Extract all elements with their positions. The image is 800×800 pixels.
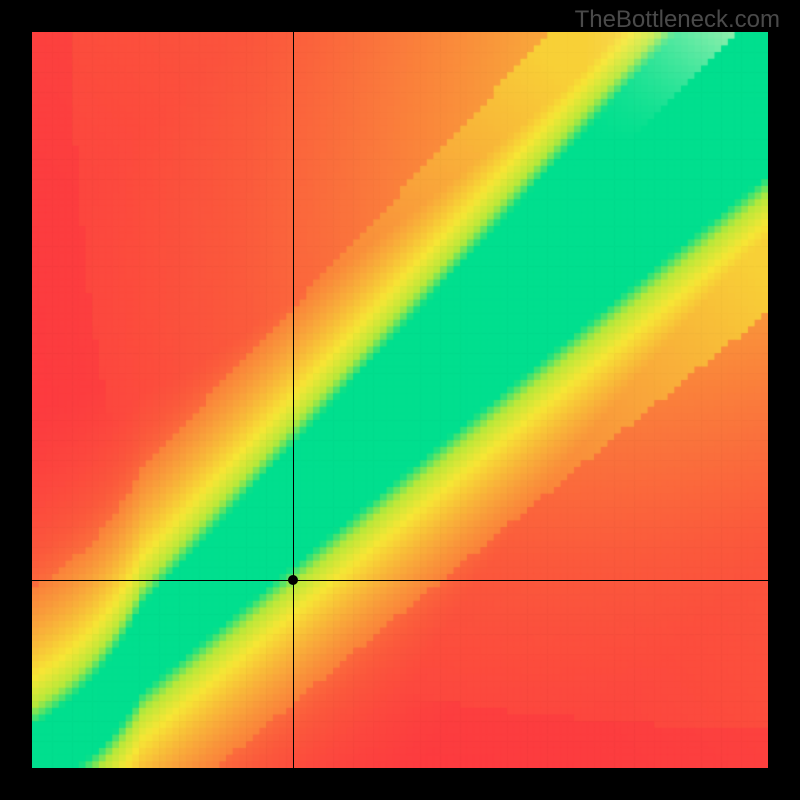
watermark-label: TheBottleneck.com bbox=[575, 6, 780, 34]
crosshair-vertical bbox=[293, 32, 294, 768]
heatmap-canvas bbox=[32, 32, 768, 768]
plot-area bbox=[32, 32, 768, 768]
marker-dot bbox=[288, 575, 298, 585]
chart-container: TheBottleneck.com bbox=[0, 0, 800, 800]
crosshair-horizontal bbox=[32, 580, 768, 581]
